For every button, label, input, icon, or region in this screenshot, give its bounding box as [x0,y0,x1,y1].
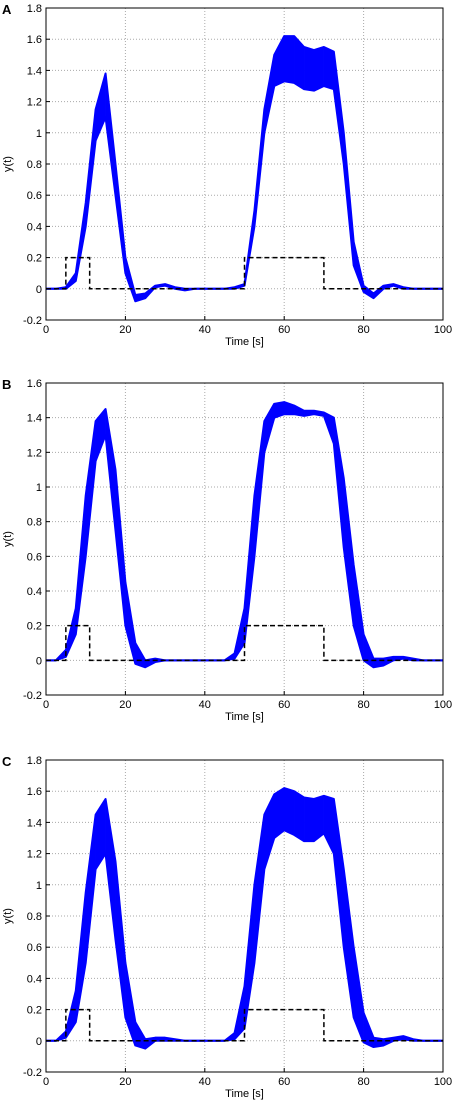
band-segment [293,790,305,842]
y-tick-label: 0.4 [27,221,42,233]
y-tick-label: 1.4 [27,413,42,425]
y-tick-label: 0 [36,655,42,667]
x-tick-label: 40 [199,699,211,711]
band-segment [283,35,295,84]
y-tick-label: -0.2 [23,315,42,327]
y-tick-label: 0.4 [27,586,42,598]
y-tick-label: 1.4 [27,817,42,829]
x-tick-label: 60 [278,324,290,336]
band-edge [46,787,443,1042]
panel-label: A [2,2,12,17]
band-segment [303,797,315,842]
x-tick-label: 20 [119,324,131,336]
x-tick-label: 20 [119,1076,131,1088]
y-tick-label: 0.6 [27,190,42,202]
y-tick-label: 1.4 [27,65,42,77]
plot-frame [45,759,444,1073]
reference-line [46,1008,443,1042]
panel-label: C [2,754,12,769]
x-tick-label: 100 [434,324,452,336]
y-tick-label: 0.8 [27,159,42,171]
band-edge [46,413,443,669]
y-tick-label: 1 [36,880,42,892]
x-tick-label: 100 [434,699,452,711]
plot-frame [45,382,444,696]
x-tick-label: 60 [278,699,290,711]
y-tick-label: 1.6 [27,786,42,798]
y-tick-label: 1 [36,482,42,494]
panel: -0.200.20.40.60.811.21.41.61.80 20 40 60 80 1… [2,2,452,348]
x-axis-label: Time [s] [225,711,264,723]
y-tick-label: 0.4 [27,973,42,985]
y-tick-label: 1.2 [27,849,42,861]
y-tick-label: 0.6 [27,551,42,563]
band-segment [283,787,295,836]
x-tick-label: 60 [278,1076,290,1088]
x-axis-label: Time [s] [225,336,264,348]
y-tick-label: 1.8 [27,3,42,15]
x-tick-label: 20 [119,699,131,711]
y-tick-label: 0.6 [27,942,42,954]
plot-frame [45,7,444,321]
y-tick-label: 0.2 [27,1005,42,1017]
y-tick-label: 0 [36,1036,42,1048]
y-tick-label: 1.2 [27,447,42,459]
y-tick-label: 0 [36,284,42,296]
y-tick-label: 0.8 [27,911,42,923]
y-axis-label: y(t) [2,156,14,172]
y-tick-label: 1.6 [27,378,42,390]
x-axis-label: Time [s] [225,1088,264,1100]
reference-line [46,256,443,290]
panel-label: B [2,377,11,392]
y-tick-label: 1 [36,128,42,140]
band-edge [46,401,443,662]
x-tick-label: 100 [434,1076,452,1088]
x-tick-label: 40 [199,324,211,336]
band-segment [323,46,335,90]
y-tick-label: -0.2 [23,1067,42,1079]
x-tick-label: 0 [43,324,49,336]
x-tick-label: 40 [199,1076,211,1088]
x-tick-label: 80 [357,1076,369,1088]
y-tick-label: 1.2 [27,97,42,109]
x-tick-label: 0 [43,1076,49,1088]
panel: -0.200.20.40.60.811.21.41.60 20 40 60 80 100T… [2,377,452,723]
y-tick-label: 0.8 [27,517,42,529]
band-segment [303,46,315,91]
x-tick-label: 80 [357,699,369,711]
y-axis-label: y(t) [2,531,14,547]
y-axis-label: y(t) [2,908,14,924]
x-tick-label: 80 [357,324,369,336]
y-tick-label: 1.8 [27,755,42,767]
band-segment [313,46,325,92]
y-tick-label: -0.2 [23,690,42,702]
y-tick-label: 0.2 [27,621,42,633]
y-tick-label: 0.2 [27,253,42,265]
panel: -0.200.20.40.60.811.21.41.61.80 20 40 60 80 1… [2,754,452,1100]
y-tick-label: 1.6 [27,34,42,46]
x-tick-label: 0 [43,699,49,711]
